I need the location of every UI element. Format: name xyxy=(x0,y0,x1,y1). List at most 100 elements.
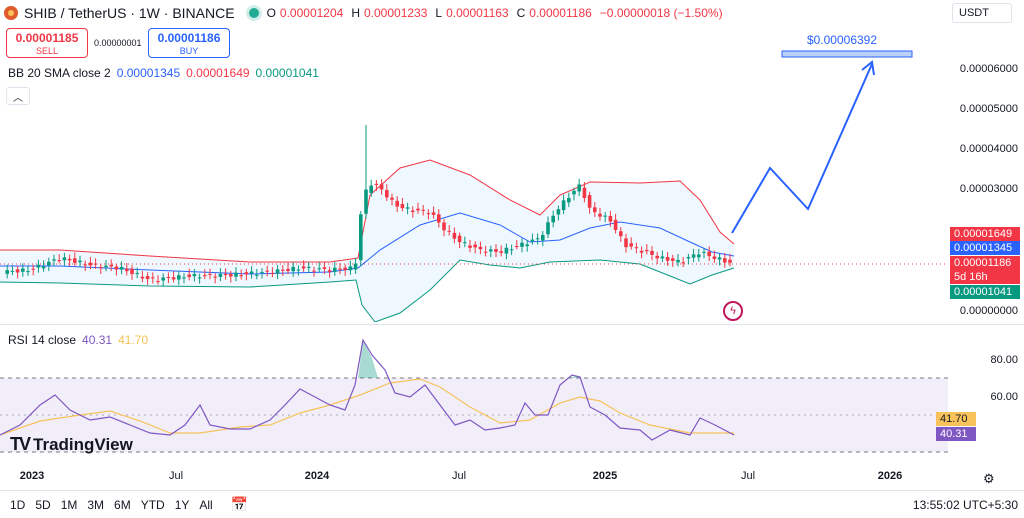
symbol-title[interactable]: SHIB / TetherUS · 1W · BINANCE xyxy=(24,5,235,21)
timeframe-6m-button[interactable]: 6M xyxy=(114,497,131,512)
chart-header: SHIB / TetherUS · 1W · BINANCE O 0.000012… xyxy=(0,0,950,26)
candle-body xyxy=(171,277,176,280)
candle-body xyxy=(93,263,98,265)
candle-body xyxy=(260,271,264,273)
candle-body xyxy=(619,231,623,237)
calendar-icon[interactable]: 📅 xyxy=(230,496,249,512)
candle-body xyxy=(676,259,680,263)
candle-body xyxy=(99,267,103,269)
sell-label: SELL xyxy=(35,45,59,56)
candle-body xyxy=(353,263,358,270)
candle-body xyxy=(369,185,373,193)
candle-body xyxy=(15,269,20,273)
candle-body xyxy=(707,251,711,257)
candle-body xyxy=(140,276,145,279)
candle-body xyxy=(463,242,467,244)
high-value: 0.00001233 xyxy=(364,6,428,20)
buy-price: 0.00001186 xyxy=(157,30,221,45)
candle-body xyxy=(333,267,337,272)
candle-body xyxy=(546,222,550,235)
rsi-name: RSI 14 close xyxy=(8,333,77,347)
bb-lower-tag: 0.00001041 xyxy=(950,285,1020,299)
rsi-chart[interactable] xyxy=(0,325,950,475)
bottom-toolbar: 1D 5D 1M 3M 6M YTD 1Y All 📅 13:55:02 UTC… xyxy=(0,490,1024,518)
last-price-tag: 0.00001186 xyxy=(950,256,1020,270)
candle-body xyxy=(671,258,675,261)
candle-body xyxy=(322,267,327,269)
candle-body xyxy=(234,272,238,277)
rsi-ma-value: 41.70 xyxy=(118,333,149,347)
buy-button[interactable]: 0.00001186 BUY xyxy=(148,28,230,58)
candle-body xyxy=(385,190,389,198)
bb-basis-tag: 0.00001345 xyxy=(950,241,1020,255)
candle-body xyxy=(655,255,659,259)
candle-body xyxy=(177,275,181,280)
low-value: 0.00001163 xyxy=(446,6,509,20)
rsi-value: 40.31 xyxy=(82,333,113,347)
timeframe-3m-button[interactable]: 3M xyxy=(87,497,105,512)
candle-body xyxy=(78,260,82,263)
candle-body xyxy=(717,257,722,260)
time-axis-label: 2023 xyxy=(19,470,45,482)
currency-select-button[interactable]: USDT xyxy=(952,3,1012,23)
candle-body xyxy=(473,244,477,248)
flash-icon[interactable]: ϟ xyxy=(723,301,743,321)
candle-body xyxy=(504,247,509,254)
candle-body xyxy=(405,207,410,209)
candle-body xyxy=(400,204,405,209)
candle-body xyxy=(442,222,446,231)
candle-body xyxy=(270,273,275,275)
candle-body xyxy=(535,238,540,240)
candle-body xyxy=(31,268,35,270)
timeframe-1y-button[interactable]: 1Y xyxy=(174,497,190,512)
timeframe-5d-button[interactable]: 5D xyxy=(35,497,51,512)
candle-body xyxy=(145,276,150,280)
bollinger-lower-value: 0.00001041 xyxy=(255,66,319,80)
currency-label: USDT xyxy=(959,7,989,19)
candle-body xyxy=(629,243,633,247)
candle-body xyxy=(681,262,685,264)
time-axis-label: Jul xyxy=(451,470,467,482)
bollinger-lower-line xyxy=(0,259,735,322)
candle-body xyxy=(582,187,587,198)
bollinger-upper-line xyxy=(0,159,735,263)
candle-body xyxy=(73,258,77,263)
price-chart[interactable]: $0.00006392 xyxy=(0,0,950,322)
collapse-legend-button[interactable]: ︿ xyxy=(6,87,30,105)
candle-body xyxy=(723,258,727,263)
candle-body xyxy=(229,273,233,277)
candle-body xyxy=(359,214,363,261)
candle-body xyxy=(151,277,155,279)
time-axis-label: 2026 xyxy=(877,470,903,482)
timeframe-1m-button[interactable]: 1M xyxy=(60,497,78,512)
price-axis-label: 0.00000000 xyxy=(959,305,1018,317)
timeframe-ytd-button[interactable]: YTD xyxy=(140,497,165,512)
candle-body xyxy=(702,251,706,253)
price-axis-label: 0.00003000 xyxy=(959,183,1018,195)
rsi-ma-tag: 41.70 xyxy=(936,412,976,426)
open-value: 0.00001204 xyxy=(279,6,344,20)
bollinger-legend[interactable]: BB 20 SMA close 2 0.00001345 0.00001649 … xyxy=(8,66,319,80)
candle-body xyxy=(57,260,61,262)
sell-button[interactable]: 0.00001185 SELL xyxy=(6,28,88,58)
time-axis[interactable]: 2023 Jul 2024 Jul 2025 Jul 2026 xyxy=(0,470,950,486)
candle-body xyxy=(468,245,472,248)
candle-body xyxy=(166,277,171,279)
candle-body xyxy=(125,268,129,272)
timeframe-1d-button[interactable]: 1D xyxy=(10,497,26,512)
candle-body xyxy=(598,213,602,217)
bollinger-upper-value: 0.00001649 xyxy=(186,66,250,80)
settings-icon[interactable]: ⚙ xyxy=(983,471,995,486)
candle-body xyxy=(541,234,545,241)
clock-display[interactable]: 13:55:02 UTC+5:30 xyxy=(912,497,1018,512)
candle-body xyxy=(348,266,353,271)
tradingview-logo[interactable]: TV TradingView xyxy=(10,434,133,455)
candle-body xyxy=(114,266,119,270)
timeframe-all-button[interactable]: All xyxy=(199,497,213,512)
candle-body xyxy=(275,269,280,274)
candle-body xyxy=(265,270,269,272)
time-axis-label: 2024 xyxy=(304,470,330,482)
candle-body xyxy=(728,259,732,263)
pane-divider[interactable] xyxy=(0,324,1024,325)
rsi-legend[interactable]: RSI 14 close 40.31 41.70 xyxy=(8,333,148,347)
